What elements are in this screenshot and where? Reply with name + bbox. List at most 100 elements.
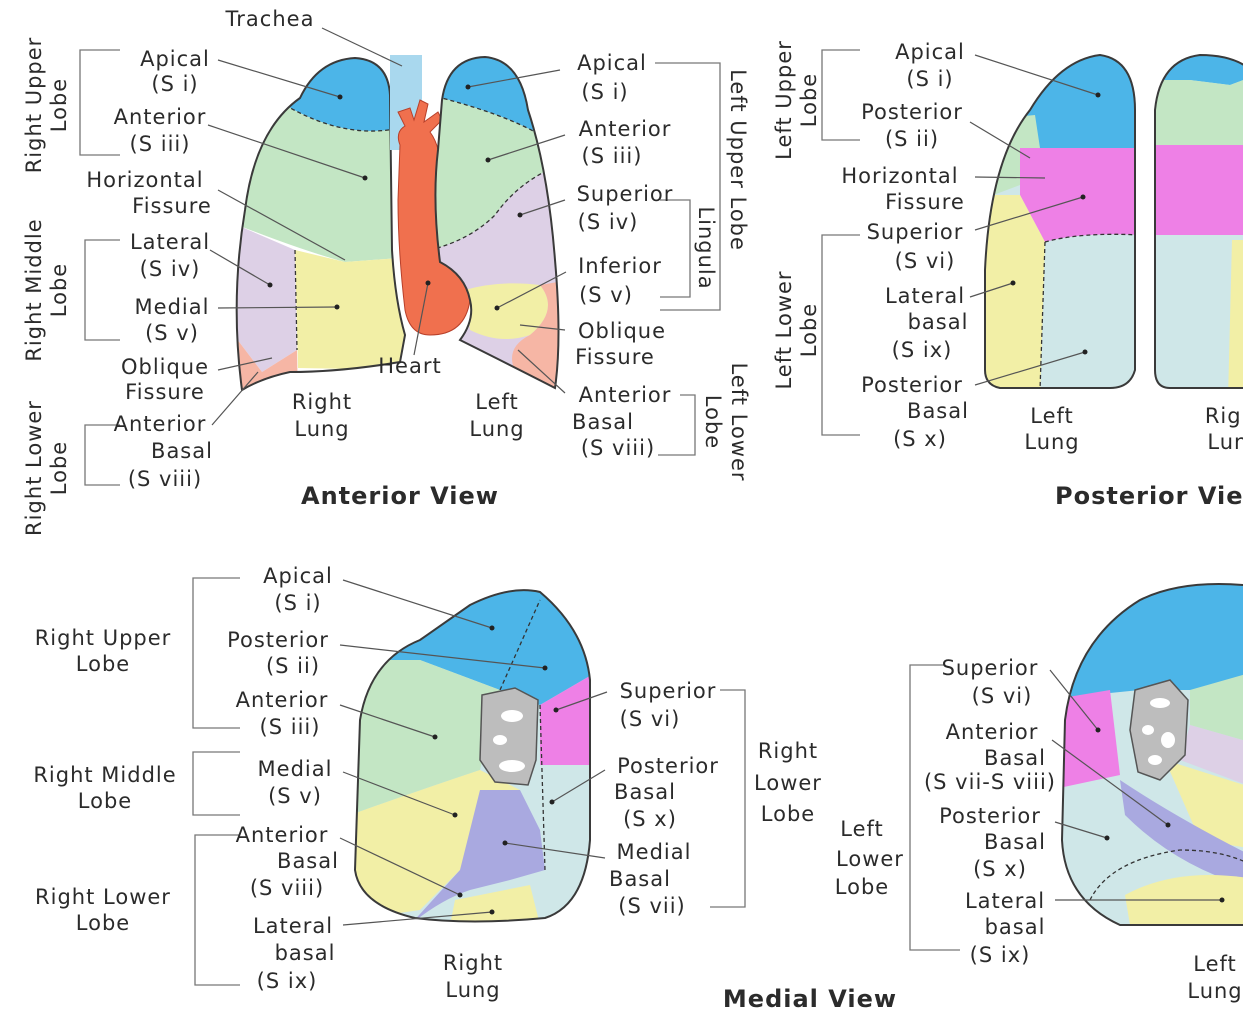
segment-label: (S ix) [970,943,1031,967]
group-label: Lobe [835,875,889,899]
segment-label: (S vii) [618,894,686,918]
segment-label: Superior [620,679,717,703]
view-title: Medial View [723,985,897,1013]
lung-caption: Lung [294,417,349,441]
segment-label: (S x) [973,857,1027,881]
lung-caption: Lung [1187,979,1242,1003]
group-label: Left Upper Lobe [726,69,750,251]
lung-caption: Left [1193,952,1237,976]
right-lung-posterior [1150,40,1243,400]
group-label: Left [840,817,884,841]
segment-label: Fissure [125,380,205,404]
segment-label: Lateral [253,914,333,938]
segment-label: Anterior [236,823,329,847]
segment-label: Superior [577,182,674,206]
segment-label: (S vi) [972,684,1033,708]
segment-label: (S viii) [128,467,202,491]
segment-label: (S ii) [885,127,939,151]
segment-label: (S vi) [620,707,681,731]
segment-label: Apical [577,51,647,75]
segment-label: Basal [984,830,1046,854]
segment-label: Posterior [617,754,719,778]
segment-label: (S v) [145,321,199,345]
segment-label: Horizontal [86,168,203,192]
lung-caption: Right [443,951,503,975]
group-label-line: Right Middle [22,218,46,361]
segment-label: (S iii) [260,715,321,739]
segment-label: Superior [942,656,1039,680]
segment-label: Medial [617,840,692,864]
segment-label: Apical [140,47,210,71]
group-label-line: Left Lower [727,362,751,481]
group-label-line: Left Lower [772,270,796,389]
segment-label: (S iv) [140,257,201,281]
segment-label: Basal [277,849,339,873]
segment-label: (S v) [268,784,322,808]
lung-caption: Lung [1207,430,1243,454]
hilum-vessel [499,760,525,772]
hilum-vessel [493,735,507,745]
segment-label: Fissure [885,190,965,214]
segment-label: (S x) [623,807,677,831]
segment-label: basal [275,941,336,965]
segment-label: Lateral [130,230,210,254]
hilum-vessel [1150,698,1170,708]
lung-caption: Right [292,390,352,414]
hilum-vessel [501,710,523,722]
segment-label: Basal [907,399,969,423]
group-label-line: Lingula [694,206,718,289]
segment-label: Anterior [114,105,207,129]
segment-label: Lateral [885,284,965,308]
group-label-line: Lobe [701,395,725,449]
segment-label: (S x) [893,427,947,451]
left-lung-posterior [980,40,1140,400]
right-lung-anterior [230,40,410,400]
group-label: Lobe [76,911,130,935]
segment-label: (S i) [581,80,628,104]
view-title: Posterior View [1055,482,1243,510]
segment-label: Basal [572,410,634,434]
group-label-line: Right Upper [22,37,46,174]
group-label: Right [758,739,818,763]
segment-label: Medial [258,757,333,781]
segment-label: (S i) [906,67,953,91]
view-title: Anterior View [301,482,499,510]
group-label-line: Left Upper Lobe [726,69,750,251]
group-label-line: Right Lower [22,400,46,536]
segment-label: Apical [895,40,965,64]
segment-label: basal [985,915,1046,939]
group-label: Right MiddleLobe [22,218,71,361]
segment-label: Anterior [946,720,1039,744]
group-label: Lobe [78,789,132,813]
segment-label: (S i) [151,72,198,96]
segment-label: Medial [135,295,210,319]
segment-label: Posterior [861,373,963,397]
group-label: Right LowerLobe [22,400,71,536]
group-label: Right Lower [35,885,171,909]
segment-label: basal [908,310,969,334]
group-label: Lower [754,771,822,795]
hilum-vessel [1161,732,1175,748]
lung-caption: Lung [445,978,500,1002]
segment-label: Basal [614,780,676,804]
hilum-vessel [1148,755,1162,765]
segment-label: Posterior [939,804,1041,828]
segment-label: Fissure [575,345,655,369]
segment-label: Anterior [236,688,329,712]
lung-caption: Left [475,390,519,414]
lung-caption: Left [1030,404,1074,428]
segment-label: Posterior [861,100,963,124]
left-lung-anterior [430,40,570,410]
segment-label: Anterior [114,412,207,436]
segment-label: Oblique [578,319,666,343]
page: TracheaHeartAnterior ViewRight UpperLobe… [0,0,1243,1016]
lung-caption: Right [1205,404,1243,428]
segment-label: (S iv) [578,210,639,234]
group-label: Right Middle [33,763,176,787]
group-label-line: Lobe [797,73,821,127]
segment-label: Horizontal [841,164,958,188]
segment-label: (S vii-S viii) [924,770,1056,794]
